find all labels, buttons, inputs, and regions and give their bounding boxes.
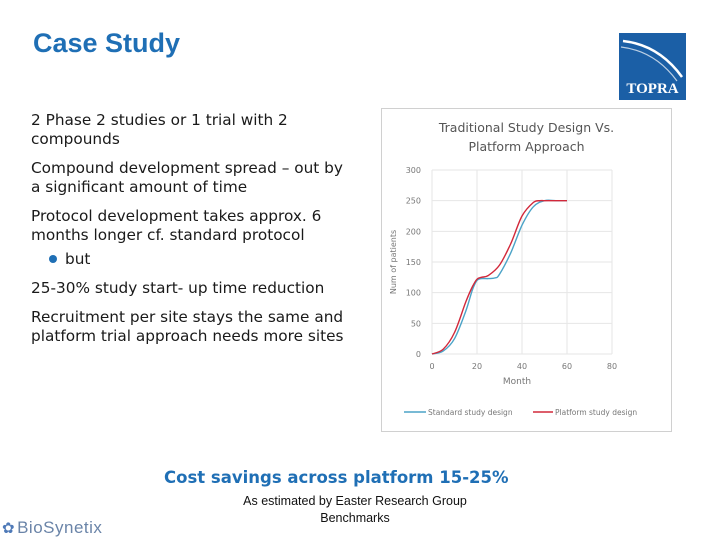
chart-title-line: Traditional Study Design Vs. xyxy=(438,120,615,135)
topra-logo: TOPRA xyxy=(619,33,686,100)
topra-arc-icon xyxy=(620,39,684,82)
y-tick-label: 50 xyxy=(411,319,421,328)
y-tick-label: 100 xyxy=(406,289,421,298)
bullet-list: 2 Phase 2 studies or 1 trial with 2 comp… xyxy=(31,111,351,356)
bullet-item: Protocol development takes approx. 6 mon… xyxy=(31,207,322,244)
y-axis-label: Num of patients xyxy=(389,230,398,294)
bullet-item: 25-30% study start- up time reduction xyxy=(31,278,325,297)
x-tick-label: 20 xyxy=(472,362,482,371)
y-tick-label: 150 xyxy=(406,258,421,267)
x-tick-label: 0 xyxy=(429,362,434,371)
bullet-item: 2 Phase 2 studies or 1 trial with 2 comp… xyxy=(31,111,288,148)
legend-label: Standard study design xyxy=(428,408,513,417)
y-tick-label: 0 xyxy=(416,350,421,359)
sub-bullet-text: but xyxy=(65,250,91,268)
bullet-item: Recruitment per site stays the same and … xyxy=(31,308,344,345)
chart-title-line: Platform Approach xyxy=(468,139,585,154)
chart-title: Traditional Study Design Vs. Platform Ap… xyxy=(382,118,671,156)
x-tick-label: 60 xyxy=(562,362,572,371)
series-line-platform-study-design xyxy=(431,199,567,355)
y-tick-label: 250 xyxy=(406,197,421,206)
biosynetix-logo: ✿ BioSynetix xyxy=(2,518,102,538)
chart-panel: Traditional Study Design Vs. Platform Ap… xyxy=(381,108,672,432)
line-chart: 0 50 100 150 200 250 300 0 20 40 60 80 Month Num of p… xyxy=(389,166,637,417)
series-line-standard-study-design xyxy=(431,199,567,355)
bullet-item: Compound development spread – out by a s… xyxy=(31,159,343,196)
legend-label: Platform study design xyxy=(555,408,637,417)
x-tick-label: 80 xyxy=(607,362,617,371)
y-tick-label: 200 xyxy=(406,227,421,236)
topra-logo-text: TOPRA xyxy=(626,81,679,97)
x-tick-label: 40 xyxy=(517,362,527,371)
bullet-dot-icon xyxy=(49,255,57,264)
cost-savings-text: Cost savings across platform 15-25% xyxy=(164,468,509,487)
x-axis-label: Month xyxy=(503,377,531,387)
y-tick-label: 300 xyxy=(406,166,421,175)
sub-bullet: but xyxy=(49,250,351,269)
gear-icon: ✿ xyxy=(2,520,16,537)
slide-title: Case Study xyxy=(33,28,181,58)
biosynetix-logo-text: BioSynetix xyxy=(17,518,103,537)
estimate-note: As estimated by Easter Research Group Be… xyxy=(243,494,467,525)
